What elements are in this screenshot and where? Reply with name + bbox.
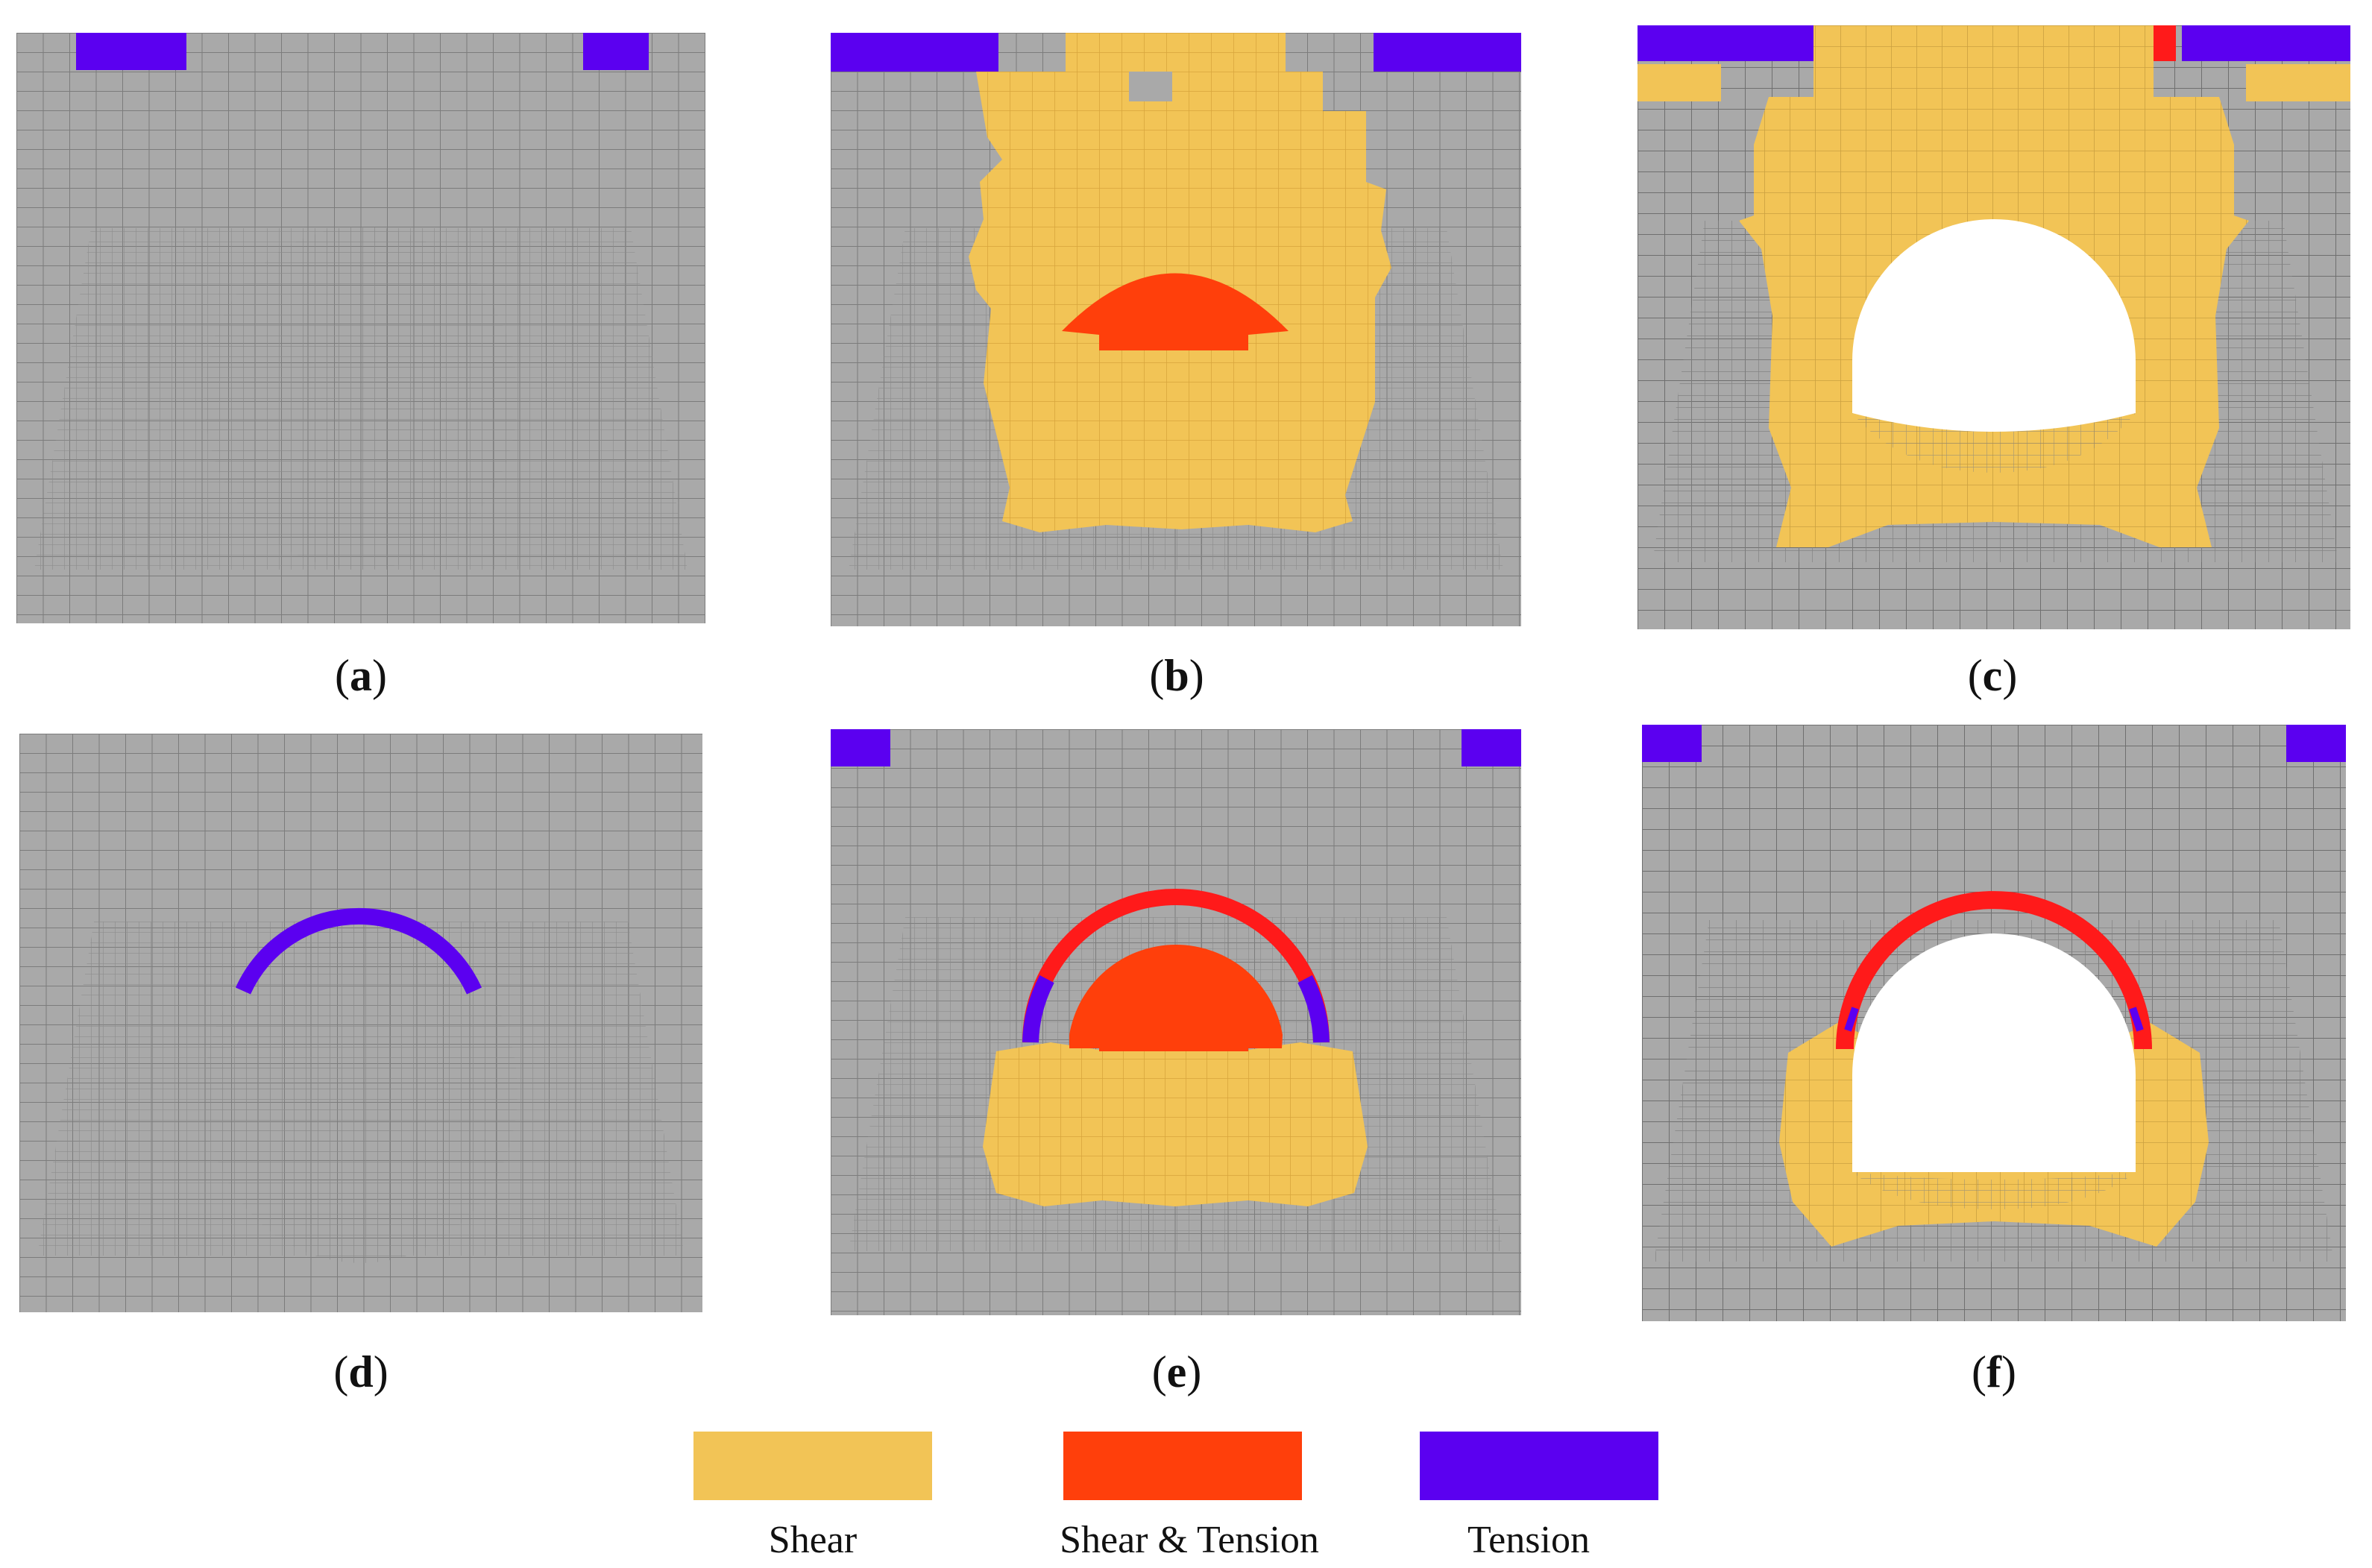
shear-tension-cell xyxy=(2154,25,2176,61)
tension-lining-left xyxy=(1022,975,1054,1043)
panel-b xyxy=(831,33,1521,626)
panel-d xyxy=(19,734,702,1312)
tunnel-zone-mesh xyxy=(204,227,518,570)
legend-swatch-shear xyxy=(693,1432,932,1500)
panel-c xyxy=(1638,25,2350,629)
mesh-plot-d xyxy=(19,734,702,1312)
tension-zone-right xyxy=(1374,33,1521,72)
tunnel-floor-mesh xyxy=(1852,1172,2136,1209)
shear-tension-zone xyxy=(1062,273,1289,350)
shear-tension-zone xyxy=(1069,945,1283,1051)
tension-zone-left xyxy=(1642,725,1702,762)
tension-lining-right xyxy=(1297,975,1330,1043)
tension-zone-right xyxy=(2286,725,2346,762)
shear-zone-top-right xyxy=(2246,64,2350,101)
mesh-plot-a xyxy=(16,33,705,623)
legend-label-shear-tension: Shear & Tension xyxy=(1060,1519,1319,1561)
tension-zone-right xyxy=(2182,25,2350,61)
panel-a xyxy=(16,33,705,623)
tunnel-opening xyxy=(1852,219,2136,432)
tension-arch xyxy=(235,907,482,995)
tension-zone-right xyxy=(1462,729,1521,766)
tunnel-zone-mesh xyxy=(204,920,518,1263)
panel-f xyxy=(1642,725,2346,1321)
shear-zone-top-left xyxy=(1638,64,1721,101)
tension-lining-left xyxy=(1844,1007,1859,1032)
caption-b: (b) xyxy=(1149,651,1204,700)
tension-zone-left xyxy=(831,729,890,766)
tension-zone-left xyxy=(76,33,186,70)
mesh-plot-e xyxy=(831,729,1521,1315)
caption-a: (a) xyxy=(335,651,387,700)
mesh-plot-c xyxy=(1638,25,2350,629)
tension-lining-right xyxy=(2129,1007,2144,1032)
tension-zone-left xyxy=(831,33,998,72)
caption-d: (d) xyxy=(333,1347,388,1397)
panel-e xyxy=(831,729,1521,1315)
tension-zone-left xyxy=(1638,25,1813,61)
tunnel-floor-mesh xyxy=(1852,413,2136,473)
legend-label-shear: Shear xyxy=(768,1519,858,1561)
caption-e: (e) xyxy=(1151,1347,1202,1397)
shear-gap xyxy=(1129,72,1172,101)
tunnel-opening xyxy=(1852,933,2136,1172)
red-lining-arch xyxy=(1836,891,2152,1050)
legend-label-tension: Tension xyxy=(1467,1519,1590,1561)
shear-zone xyxy=(983,1042,1368,1206)
legend-swatch-shear-tension xyxy=(1063,1432,1302,1500)
caption-f: (f) xyxy=(1972,1347,2016,1397)
mesh-plot-b xyxy=(831,33,1521,626)
caption-c: (c) xyxy=(1967,651,2018,700)
tension-zone-right xyxy=(583,33,649,70)
mesh-plot-f xyxy=(1642,725,2346,1321)
red-lining-arch xyxy=(1022,889,1330,1043)
legend-swatch-tension xyxy=(1420,1432,1658,1500)
